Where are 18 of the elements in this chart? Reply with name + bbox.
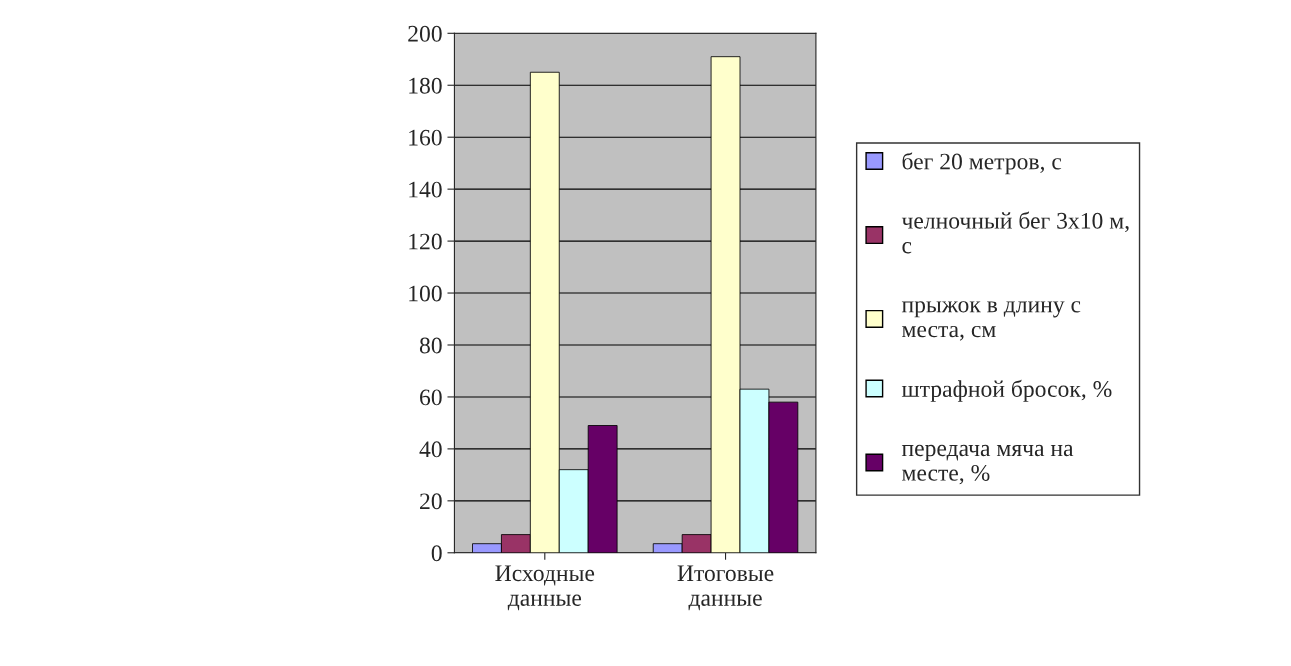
y-tick-label: 60 — [420, 389, 442, 406]
y-tick-label: 80 — [419, 337, 442, 354]
x-tick-label: Итоговые данные — [677, 565, 774, 611]
x-tick-label: Исходные данные — [495, 565, 595, 611]
y-tick-label: 160 — [409, 129, 442, 146]
legend-label: бег 20 метров, с — [902, 152, 1062, 175]
y-tick-label: 180 — [409, 77, 442, 94]
legend-label: передача мяча на месте, % — [901, 444, 1074, 485]
y-tick-label: 100 — [409, 285, 442, 302]
y-tick-label: 20 — [420, 493, 442, 510]
y-tick-label: 40 — [419, 441, 442, 458]
legend-label: прыжок в длину с места, см — [901, 301, 1081, 341]
y-tick-label: 120 — [409, 233, 442, 250]
y-tick-label: 140 — [409, 181, 442, 198]
legend-label: штрафной бросок, % — [901, 379, 1112, 402]
y-tick-label: 200 — [408, 25, 442, 42]
y-tick-label: 0 — [431, 545, 442, 562]
legend-label: челночный бег 3х10 м, с — [901, 211, 1129, 254]
